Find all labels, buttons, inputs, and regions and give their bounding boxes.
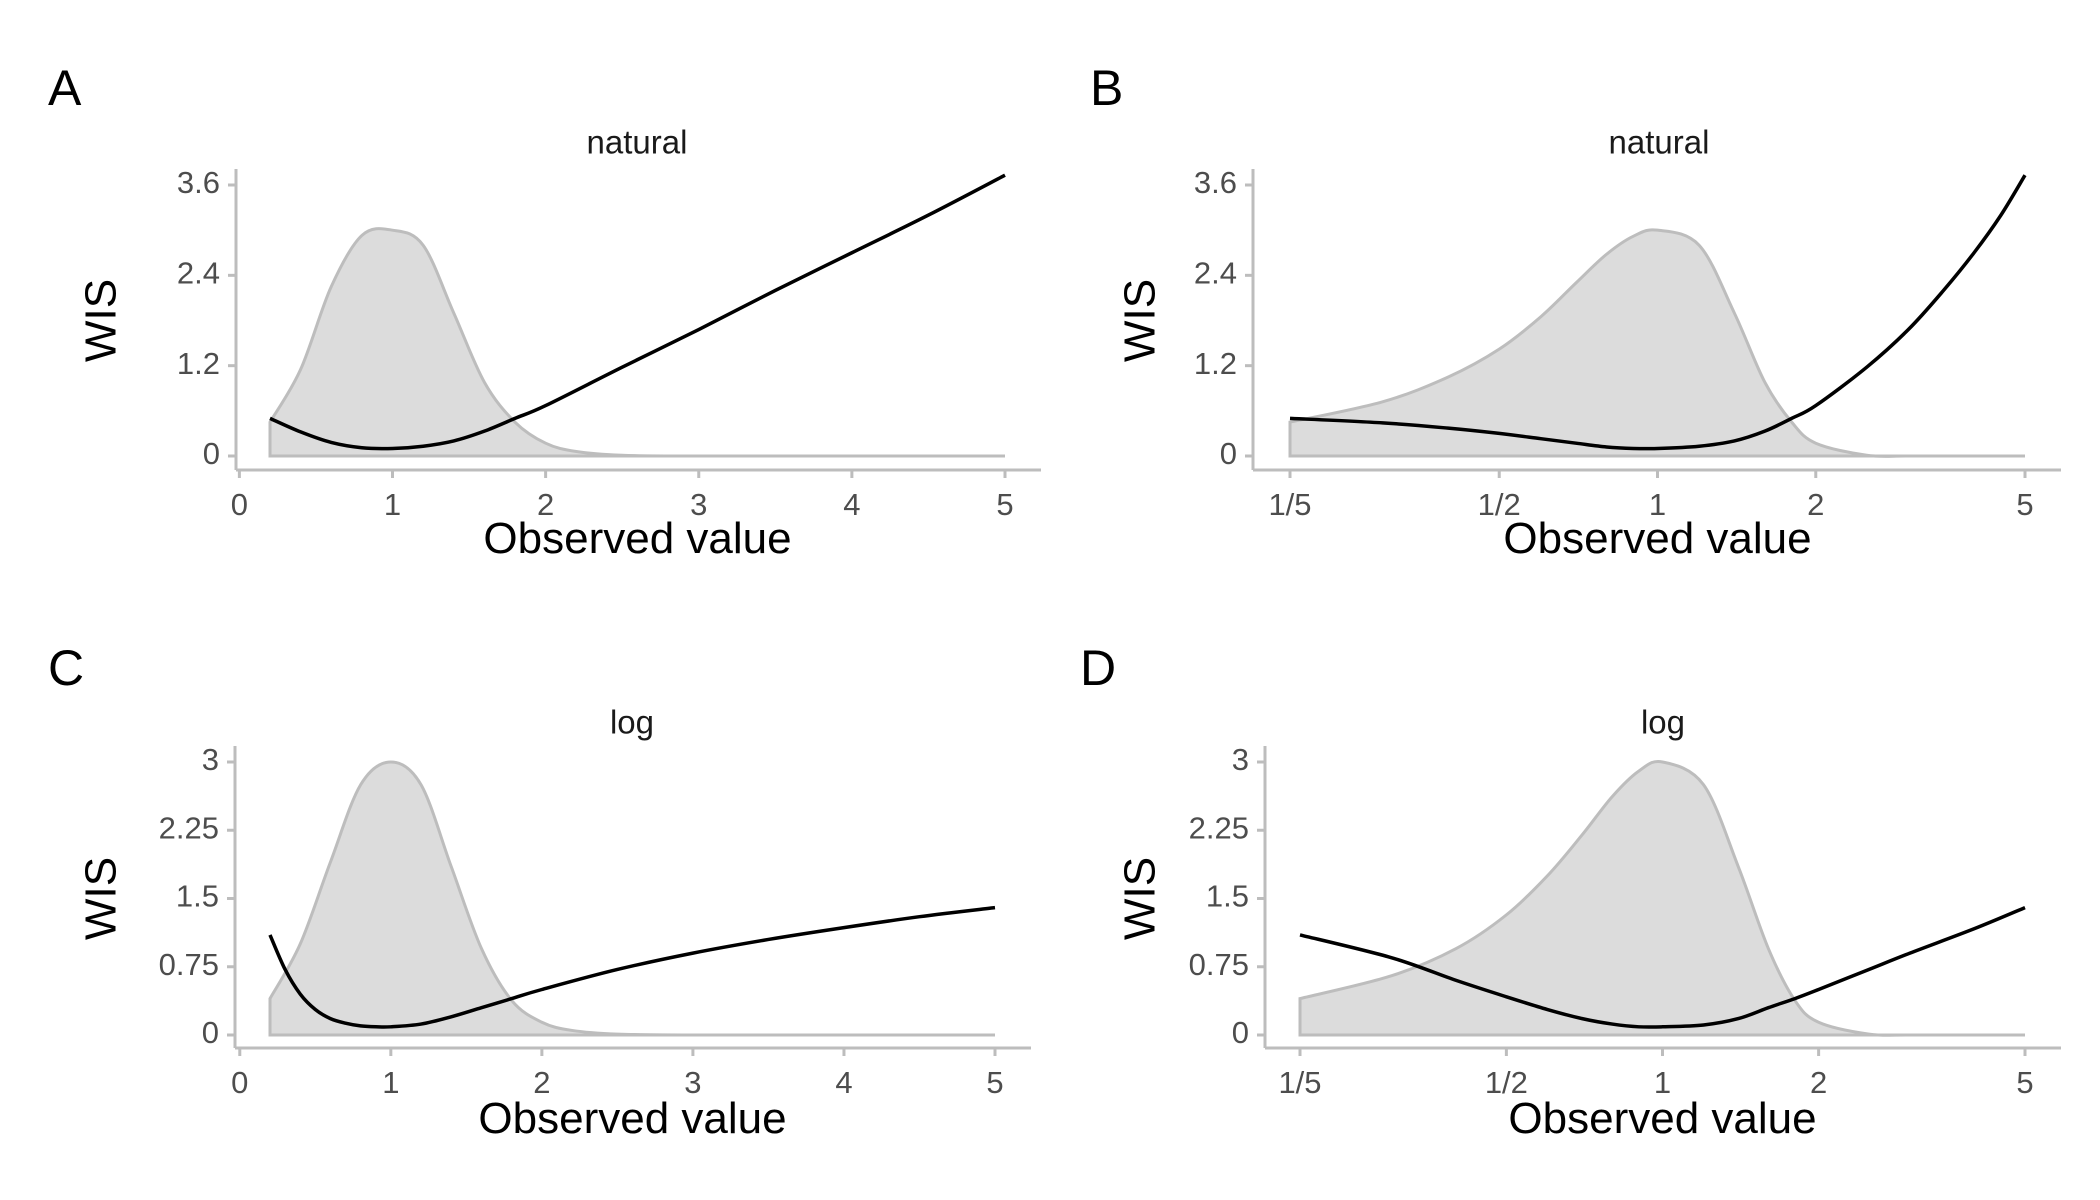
y-axis-title: WIS: [77, 279, 126, 362]
y-tick-label: 0: [202, 1015, 219, 1050]
x-tick-label: 2: [533, 1065, 550, 1100]
x-tick-label: 4: [835, 1065, 852, 1100]
facet-title: log: [610, 704, 654, 741]
x-tick-label: 5: [986, 1065, 1003, 1100]
x-tick-label: 5: [2016, 487, 2033, 522]
y-tick-label: 3: [1232, 742, 1249, 777]
y-tick-label: 0.75: [1189, 947, 1249, 982]
x-axis-title: Observed value: [1503, 514, 1811, 563]
wis-line: [269, 173, 1006, 451]
y-tick-label: 0: [1232, 1015, 1249, 1050]
x-tick-label: 5: [996, 487, 1013, 522]
y-tick-label: 1.2: [1194, 346, 1237, 381]
y-tick-label: 3.6: [177, 165, 220, 200]
panel-tag: A: [48, 60, 82, 116]
wis-line: [1289, 174, 2027, 451]
wis-line: [268, 905, 996, 1029]
x-tick-label: 2: [1807, 487, 1824, 522]
y-axis-title: WIS: [1116, 857, 1165, 940]
y-tick-label: 2.25: [159, 810, 219, 845]
facet-title: natural: [587, 124, 688, 161]
y-tick-label: 1.5: [1206, 879, 1249, 914]
y-tick-label: 2.4: [177, 256, 220, 291]
density-area: [1288, 228, 2025, 458]
x-tick-label: 0: [231, 487, 248, 522]
x-tick-label: 3: [684, 1065, 701, 1100]
wis-line: [1299, 905, 2026, 1029]
density-area: [268, 227, 1005, 458]
x-axis-title: Observed value: [478, 1094, 786, 1143]
x-tick-label: 0: [231, 1065, 248, 1100]
x-tick-label: 1/5: [1278, 1065, 1321, 1100]
density-area: [1298, 760, 2025, 1037]
y-tick-label: 2.25: [1189, 810, 1249, 845]
y-tick-label: 1.5: [176, 879, 219, 914]
y-tick-label: 0: [1220, 436, 1237, 471]
y-tick-label: 1.2: [177, 346, 220, 381]
panel-tag: B: [1090, 60, 1123, 116]
facet-title: natural: [1609, 124, 1710, 161]
x-axis-title: Observed value: [1508, 1094, 1816, 1143]
x-tick-label: 2: [537, 487, 554, 522]
x-tick-label: 1/2: [1478, 487, 1521, 522]
x-tick-label: 1/2: [1485, 1065, 1528, 1100]
x-axis-title: Observed value: [483, 514, 791, 563]
y-axis-title: WIS: [77, 857, 126, 940]
x-tick-label: 3: [690, 487, 707, 522]
x-tick-label: 1: [1654, 1065, 1671, 1100]
panel-tag: C: [48, 640, 84, 696]
y-tick-label: 0.75: [159, 947, 219, 982]
panel-tag: D: [1080, 640, 1116, 696]
x-tick-label: 5: [2016, 1065, 2033, 1100]
x-tick-label: 1: [382, 1065, 399, 1100]
y-axis-title: WIS: [1116, 279, 1165, 362]
y-tick-label: 2.4: [1194, 256, 1237, 291]
x-tick-label: 2: [1810, 1065, 1827, 1100]
y-tick-label: 0: [203, 436, 220, 471]
facet-title: log: [1641, 704, 1685, 741]
x-tick-label: 1: [384, 487, 401, 522]
x-tick-label: 1: [1649, 487, 1666, 522]
y-tick-label: 3: [202, 742, 219, 777]
x-tick-label: 4: [843, 487, 860, 522]
y-tick-label: 3.6: [1194, 165, 1237, 200]
x-tick-label: 1/5: [1268, 487, 1311, 522]
density-area: [268, 760, 995, 1037]
